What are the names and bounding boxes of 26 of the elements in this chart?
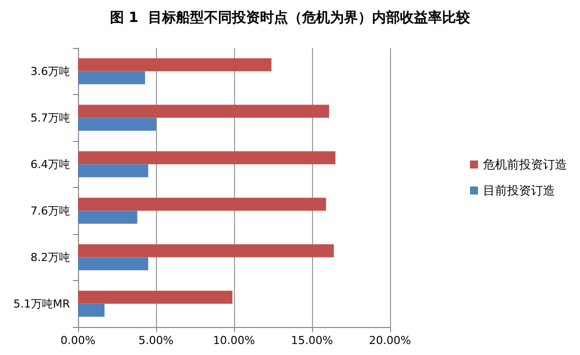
bar [78, 58, 272, 72]
y-tick-label: 6.4万吨 [30, 158, 70, 171]
bar [78, 104, 330, 118]
bar [78, 164, 148, 178]
y-tick-label: 5.7万吨 [30, 111, 70, 124]
legend-label: 目前投资订造 [483, 184, 555, 198]
y-tick-label: 8.2万吨 [30, 250, 70, 264]
legend-label: 危机前投资订造 [483, 158, 567, 172]
bar [78, 210, 138, 224]
bar [78, 257, 148, 270]
bar [78, 198, 326, 211]
bar [78, 290, 232, 304]
bar [78, 118, 156, 131]
chart-title: 图 1 目标船型不同投资时点（危机为界）内部收益率比较 [110, 9, 472, 26]
bar [78, 71, 146, 84]
x-tick-label: 20.00% [369, 334, 411, 347]
bar [78, 304, 105, 317]
bar [78, 244, 334, 258]
x-tick-label: 0.00% [60, 334, 96, 347]
y-tick-label: 3.6万吨 [30, 64, 70, 78]
x-tick-label: 15.00% [291, 334, 333, 347]
x-tick-label: 10.00% [213, 334, 255, 347]
y-tick-label: 5.1万吨MR [13, 297, 70, 310]
y-tick-label: 7.6万吨 [30, 204, 70, 218]
bar [78, 151, 336, 164]
x-tick-label: 5.00% [138, 334, 174, 347]
